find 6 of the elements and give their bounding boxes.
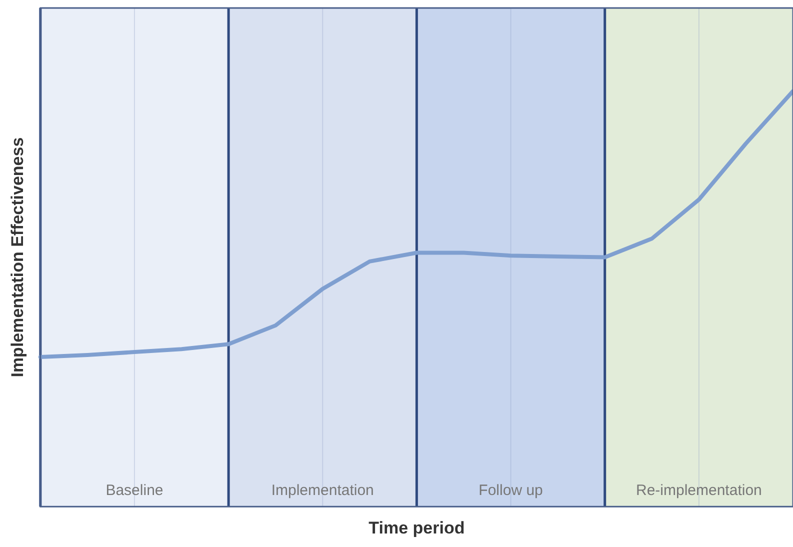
annotation: Implementation xyxy=(271,482,374,500)
annotation: Re-implementation xyxy=(636,482,762,500)
annotation: Follow up xyxy=(478,482,543,500)
y-axis-title: Implementation Effectiveness xyxy=(8,137,27,378)
annotation: Baseline xyxy=(106,482,164,500)
x-axis-title: Time period xyxy=(368,518,465,538)
